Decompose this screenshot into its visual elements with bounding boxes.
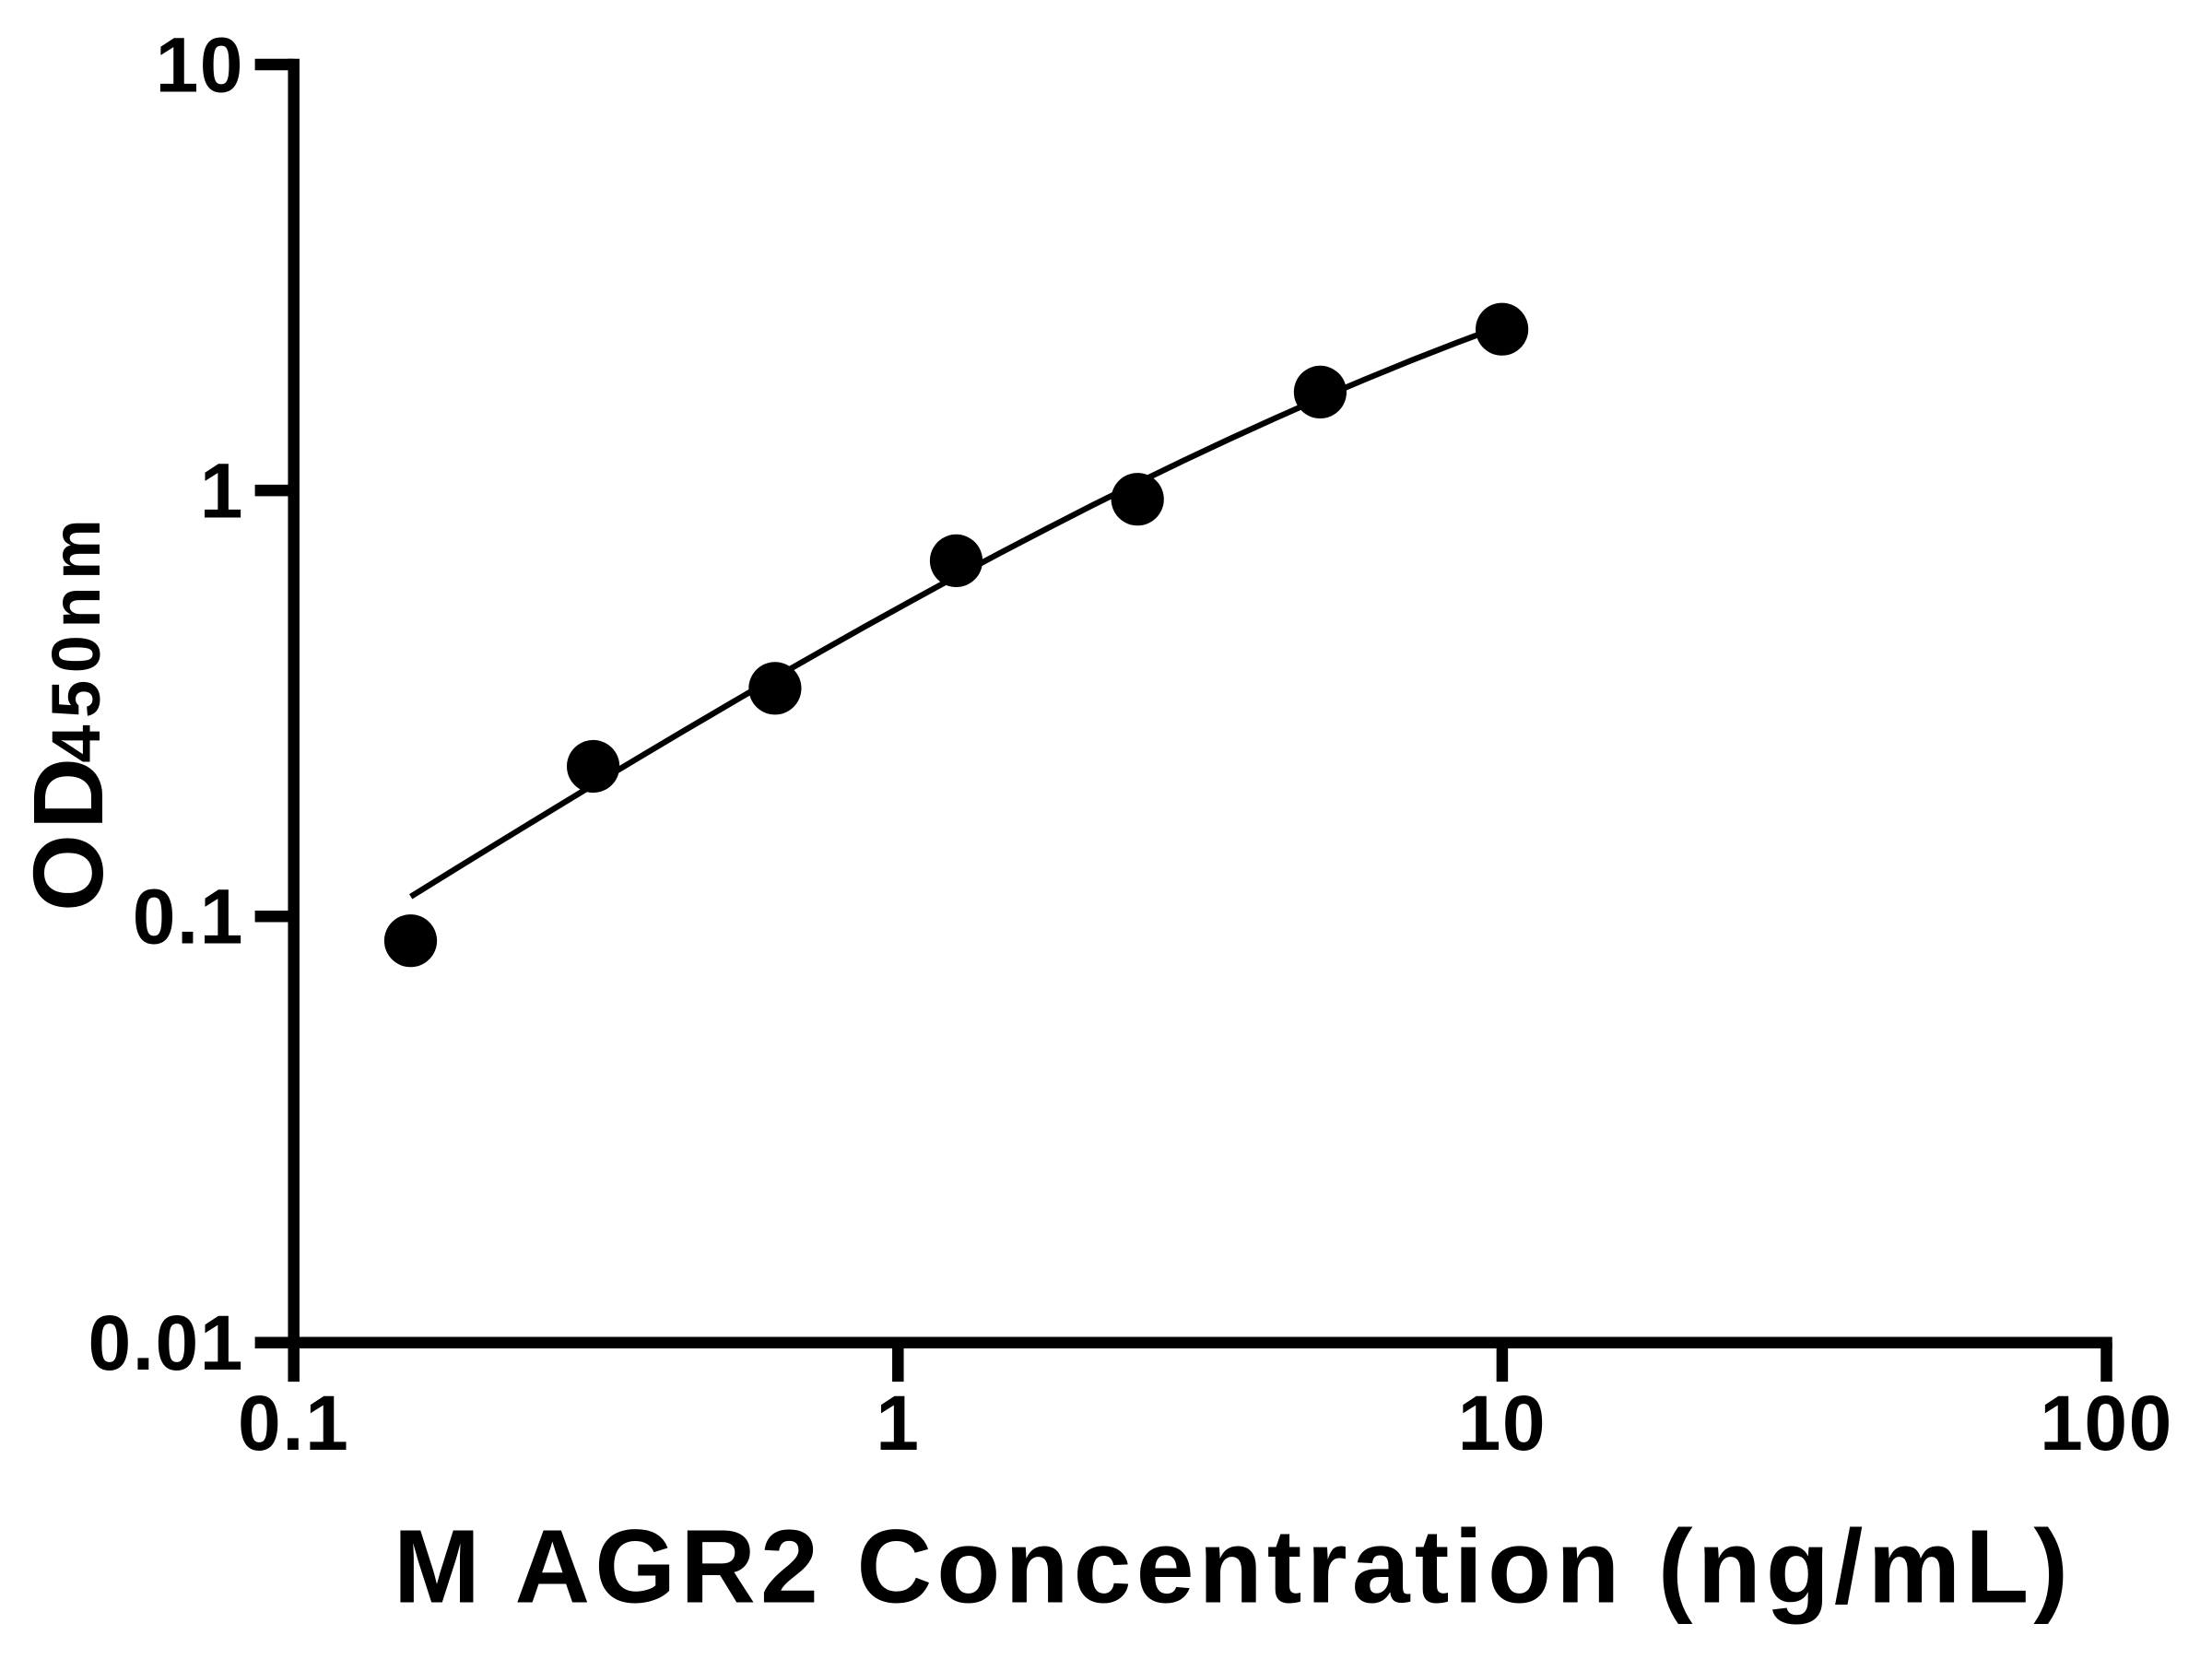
svg-text:0.01: 0.01 bbox=[88, 1300, 245, 1386]
svg-text:0.1: 0.1 bbox=[238, 1380, 349, 1466]
svg-text:1: 1 bbox=[200, 447, 244, 534]
svg-text:1: 1 bbox=[876, 1380, 920, 1466]
svg-text:M AGR2 Concentration (ng/mL): M AGR2 Concentration (ng/mL) bbox=[394, 1509, 2073, 1625]
svg-text:10: 10 bbox=[1458, 1380, 1547, 1466]
svg-text:10: 10 bbox=[156, 21, 244, 108]
svg-text:0.1: 0.1 bbox=[133, 874, 244, 960]
svg-text:100: 100 bbox=[2040, 1380, 2173, 1466]
